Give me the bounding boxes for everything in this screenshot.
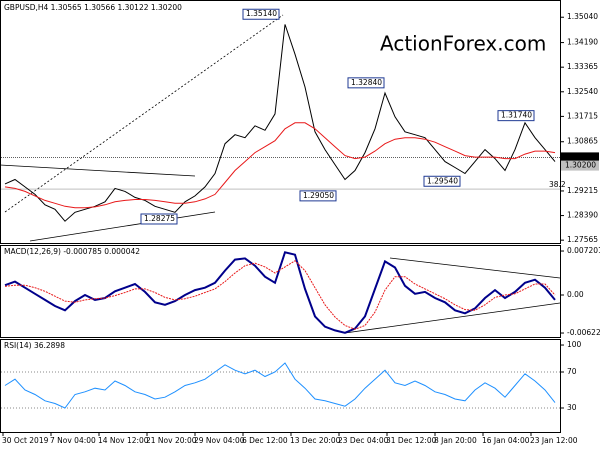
series-line xyxy=(4,251,556,334)
panel-title: RSI(14) 36.2898 xyxy=(4,341,65,350)
x-tick-label: 13 Dec 20:00 xyxy=(290,436,341,445)
annotation-label: 1.32840 xyxy=(351,78,382,87)
fib-label: 38.2 xyxy=(549,180,566,189)
x-tick-label: 31 Dec 12:00 xyxy=(386,436,437,445)
y-tick-label: 1.33365 xyxy=(567,62,598,71)
x-tick-label: 16 Jan 04:00 xyxy=(482,436,530,445)
y-tick-label: 1.35040 xyxy=(567,12,598,21)
y-tick-label: 0.007201 xyxy=(567,246,600,255)
y-tick-label: 1.29215 xyxy=(567,186,598,195)
series-line xyxy=(4,24,556,222)
annotation-label: 1.29540 xyxy=(427,176,458,185)
trend-line xyxy=(389,257,561,279)
annotation-label: 1.35140 xyxy=(246,9,277,18)
trend-line xyxy=(4,14,284,213)
series-line xyxy=(4,122,556,209)
x-tick-label: 6 Dec 12:00 xyxy=(242,436,288,445)
annotation-box xyxy=(423,175,461,187)
price-tag xyxy=(561,152,599,163)
annotation-label: 1.28275 xyxy=(144,214,175,223)
watermark: ActionForex.com xyxy=(380,32,546,56)
series-line xyxy=(4,362,556,409)
price-tag-label: 1.30200 xyxy=(565,161,596,170)
x-tick-label: 23 Jan 12:00 xyxy=(530,436,578,445)
y-tick-label: 1.27565 xyxy=(567,235,598,244)
price-tag-label: 1.30340 xyxy=(565,152,596,161)
annotation-label: 1.29050 xyxy=(303,191,334,200)
y-tick-label: -0.006229 xyxy=(567,328,600,337)
x-tick-label: 7 Nov 04:00 xyxy=(50,436,96,445)
panel-title: MACD(12,26,9) -0.000785 0.000042 xyxy=(4,247,140,256)
series-line xyxy=(4,260,556,330)
annotation-box xyxy=(497,110,535,122)
chart-title: GBPUSD,H4 1.30565 1.30566 1.30122 1.3020… xyxy=(4,3,182,12)
y-tick-label: 30 xyxy=(567,403,577,412)
price-tag xyxy=(561,160,599,171)
x-tick-label: 29 Nov 04:00 xyxy=(194,436,245,445)
y-tick-label: 1.32540 xyxy=(567,87,598,96)
y-tick-label: 1.31715 xyxy=(567,111,598,120)
panel-frame xyxy=(0,245,561,338)
annotation-label: 1.31740 xyxy=(501,111,532,120)
y-tick-label: 1.30865 xyxy=(567,137,598,146)
panel-frame xyxy=(0,339,561,433)
x-tick-label: 8 Jan 20:00 xyxy=(434,436,477,445)
panel-frame xyxy=(0,0,561,244)
annotation-box xyxy=(140,213,178,225)
annotation-box xyxy=(242,8,280,20)
y-tick-label: 1.28390 xyxy=(567,211,598,220)
trend-line xyxy=(0,164,196,177)
x-tick-label: 21 Nov 20:00 xyxy=(146,436,197,445)
y-tick-label: 70 xyxy=(567,367,577,376)
y-tick-label: 100 xyxy=(567,340,582,349)
trend-line xyxy=(29,211,216,242)
y-tick-label: 0.00 xyxy=(567,290,584,299)
trend-line xyxy=(344,302,561,334)
x-tick-label: 23 Dec 04:00 xyxy=(338,436,389,445)
annotation-box xyxy=(299,190,337,202)
annotation-box xyxy=(347,77,385,89)
x-tick-label: 30 Oct 2019 xyxy=(2,436,49,445)
y-tick-label: 1.34190 xyxy=(567,38,598,47)
x-tick-label: 14 Nov 12:00 xyxy=(98,436,149,445)
